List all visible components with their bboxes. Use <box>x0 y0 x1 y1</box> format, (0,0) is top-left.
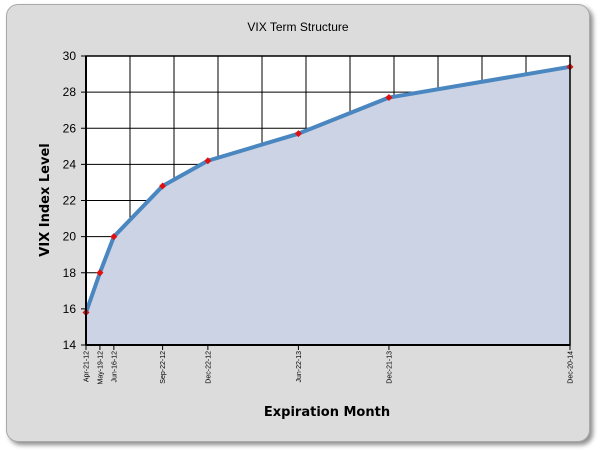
x-tick-label: Dec-20-14 <box>568 351 575 384</box>
y-tick-label: 30 <box>63 49 77 63</box>
x-tick-label: Apr-21-12 <box>84 351 91 382</box>
data-point <box>204 157 212 165</box>
y-tick-label: 14 <box>63 338 77 352</box>
data-point <box>110 233 118 241</box>
data-point <box>385 94 393 102</box>
data-point <box>294 130 302 138</box>
data-point <box>159 182 167 190</box>
x-tick-label: Dec-22-12 <box>205 351 212 384</box>
x-tick-label: May-19-12 <box>97 351 104 385</box>
y-tick-label: 18 <box>63 266 77 280</box>
y-tick-label: 22 <box>63 194 77 208</box>
area-fill <box>86 66 570 346</box>
x-axis-title: Expiration Month <box>264 405 390 420</box>
x-tick-label: Jun-22-13 <box>296 351 303 383</box>
y-ticks: 14 16 18 20 22 24 26 28 30 <box>63 49 86 352</box>
x-ticks: Apr-21-12 May-19-12 Jun-16-12 Sep-22-12 Dec-… <box>84 345 575 384</box>
y-tick-label: 26 <box>63 121 77 135</box>
y-tick-label: 20 <box>63 230 77 244</box>
x-tick-label: Dec-21-13 <box>386 351 393 384</box>
y-tick-label: 24 <box>63 157 77 171</box>
chart-title: VIX Term Structure <box>247 20 348 34</box>
series-line <box>84 64 571 314</box>
data-point <box>96 269 104 277</box>
x-tick-label: Sep-22-12 <box>160 351 167 384</box>
y-tick-label: 16 <box>63 302 77 316</box>
y-axis-title: VIX Index Level <box>38 143 53 256</box>
y-tick-label: 28 <box>63 85 77 99</box>
x-tick-label: Jun-16-12 <box>111 351 118 383</box>
